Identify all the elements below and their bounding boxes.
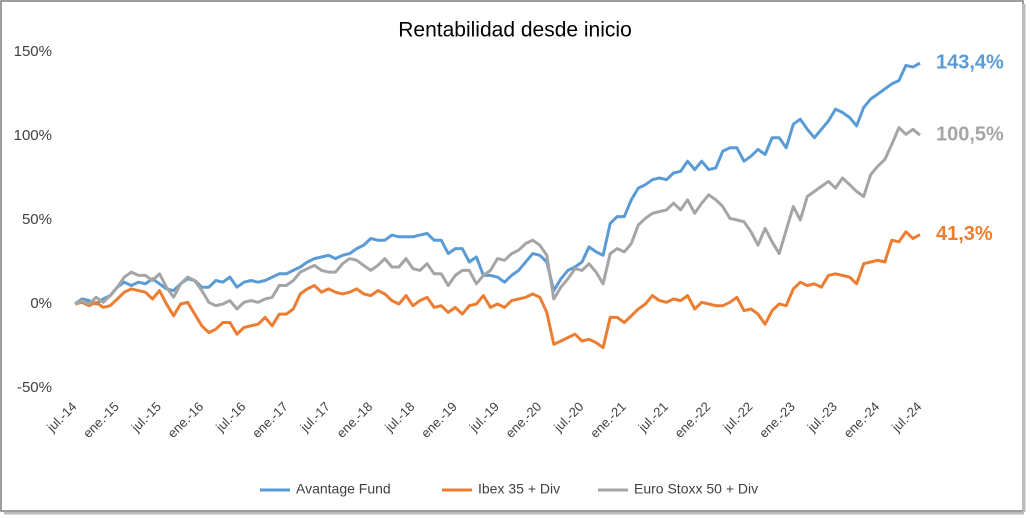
y-tick-label: 50% xyxy=(22,211,52,228)
legend-label: Euro Stoxx 50 + Div xyxy=(634,481,758,497)
legend-label: Ibex 35 + Div xyxy=(478,481,560,497)
series-line xyxy=(74,61,921,306)
chart-title: Rentabilidad desde inicio xyxy=(398,19,632,42)
y-tick-label: 0% xyxy=(30,295,52,312)
y-tick-label: 150% xyxy=(14,43,52,60)
series-line xyxy=(74,230,921,350)
legend-label: Avantage Fund xyxy=(296,481,391,497)
y-tick-label: -50% xyxy=(17,379,52,396)
value-label: 143,4% xyxy=(936,51,1004,73)
y-tick-label: 100% xyxy=(14,127,52,144)
value-label: 100,5% xyxy=(936,123,1004,145)
value-label: 41,3% xyxy=(936,223,993,245)
series-line xyxy=(74,126,921,311)
